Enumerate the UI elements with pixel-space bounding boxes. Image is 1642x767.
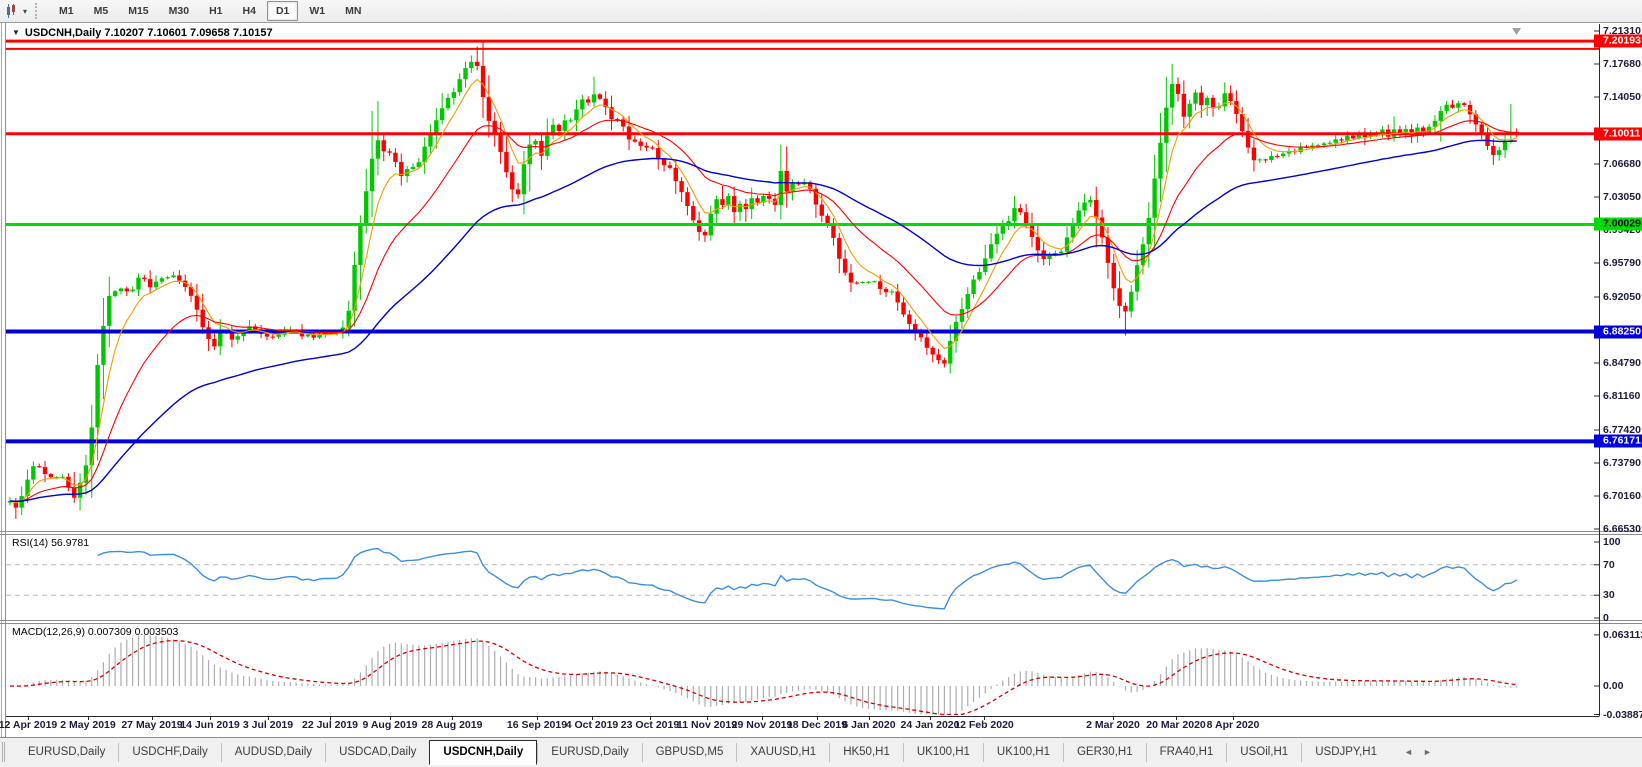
price-axis-tick: 6.66530: [1603, 523, 1641, 535]
time-axis-label: 12 Apr 2019: [0, 719, 58, 731]
chart-canvas[interactable]: [0, 0, 1642, 737]
time-axis-label: 4 Oct 2019: [565, 719, 619, 731]
chart-title-text: USDCNH,Daily 7.10207 7.10601 7.09658 7.1…: [24, 27, 273, 39]
timeframe-toolbar: ▾ M1 M5 M15 M30 H1 H4 D1 W1 MN: [0, 0, 1642, 23]
timeframe-button-h4[interactable]: H4: [242, 5, 256, 17]
tab-scroll-right-icon[interactable]: ►: [1422, 747, 1432, 757]
macd-signal-line: [9, 639, 1517, 715]
tab-scroll-left-icon[interactable]: ◄: [1404, 747, 1413, 757]
chart-tab-uk100-h1[interactable]: UK100,H1: [982, 743, 1063, 762]
time-axis-label: 16 Sep 2019: [506, 719, 568, 731]
time-axis-label: 29 Nov 2019: [731, 719, 793, 731]
chart-tab-fra40-h1[interactable]: FRA40,H1: [1145, 743, 1227, 762]
chart-tab-usdjpy-h1[interactable]: USDJPY,H1: [1301, 743, 1390, 762]
time-axis-label: 20 Mar 2020: [1146, 719, 1206, 731]
time-axis-label: 22 Jul 2019: [301, 719, 359, 731]
ma-line-6: [9, 78, 1517, 504]
price-axis-tick: 6.77420: [1603, 424, 1641, 436]
chart-title-caret-icon[interactable]: ▼: [12, 28, 20, 37]
timeframe-button-m5[interactable]: M5: [93, 5, 109, 17]
chart-tab-eurusd-daily[interactable]: EURUSD,Daily: [537, 743, 641, 762]
level-price-label: 7.20193: [1594, 34, 1642, 48]
macd-histogram: [9, 634, 1518, 715]
chart-tab-gbpusd-m5[interactable]: GBPUSD,M5: [641, 743, 737, 762]
timeframe-button-m30[interactable]: M30: [168, 5, 190, 17]
time-axis-label: 11 Nov 2019: [676, 719, 738, 731]
chart-tab-audusd-daily[interactable]: AUDUSD,Daily: [220, 743, 325, 762]
rsi-axis-tick: 70: [1603, 558, 1615, 571]
chart-shift-marker-icon[interactable]: [1512, 28, 1521, 35]
chart-tab-xauusd-h1[interactable]: XAUUSD,H1: [736, 743, 829, 762]
rsi-axis-tick: 100: [1603, 536, 1621, 548]
ma-line-50: [9, 139, 1517, 502]
horizontal-levels: [6, 39, 1599, 444]
macd-axis-tick: 0.00: [1603, 680, 1624, 692]
price-axis-tick: 7.14050: [1603, 91, 1641, 103]
timeframe-button-w1[interactable]: W1: [309, 5, 326, 17]
price-axis-tick: 6.81160: [1603, 390, 1641, 402]
price-axis-tick: 6.92050: [1603, 291, 1641, 303]
chart-tabs: EURUSD,Daily USDCHF,Daily AUDUSD,Daily USDC…: [15, 738, 1390, 765]
rsi-axis-tick: 30: [1603, 589, 1615, 602]
chart-title: ▼ USDCNH,Daily 7.10207 7.10601 7.09658 7.…: [12, 27, 273, 39]
level-price-label: 7.00029: [1594, 217, 1642, 231]
chevron-down-icon[interactable]: ▾: [23, 6, 28, 16]
chart-tab-usoil-h1[interactable]: USOil,H1: [1226, 743, 1301, 762]
timeframe-button-mn[interactable]: MN: [345, 5, 362, 17]
chart-tab-ger30-h1[interactable]: GER30,H1: [1062, 743, 1146, 762]
timeframe-button-d1[interactable]: D1: [266, 1, 299, 21]
time-axis-label: 6 Jan 2020: [842, 719, 896, 731]
chart-tab-uk100-h1[interactable]: UK100,H1: [902, 743, 983, 762]
time-axis-label: 3 Jul 2019: [242, 719, 294, 731]
price-axis-tick: 6.84790: [1603, 357, 1641, 369]
time-axis-label: 23 Oct 2019: [620, 719, 680, 731]
chart-tab-eurusd-daily[interactable]: EURUSD,Daily: [28, 746, 106, 758]
moving-average-lines: [9, 78, 1517, 504]
ma-line-18: [9, 119, 1517, 503]
toolbar-grip: [35, 3, 41, 19]
tabbar-grip: [2, 742, 13, 762]
time-axis-label: 8 Apr 2020: [1206, 719, 1260, 731]
time-axis-label: 28 Aug 2019: [421, 719, 483, 731]
macd-label: MACD(12,26,9) 0.007309 0.003503: [12, 626, 179, 638]
time-axis-label: 12 Feb 2020: [954, 719, 1014, 731]
macd-axis-tick: -0.038872: [1603, 708, 1642, 721]
price-axis-tick: 7.06680: [1603, 158, 1641, 170]
rsi-line: [97, 547, 1518, 610]
price-axis-tick: 6.95790: [1603, 257, 1641, 269]
timeframe-button-h1[interactable]: H1: [209, 5, 223, 17]
price-axis-tick: 7.03050: [1603, 191, 1641, 203]
chart-tab-bar: EURUSD,Daily USDCHF,Daily AUDUSD,Daily USDC…: [0, 737, 1642, 767]
timeframe-buttons: M1 M5 M15 M30 H1 H4 D1 W1 MN: [49, 1, 371, 21]
time-axis-label: 9 Aug 2019: [362, 719, 418, 731]
time-axis-label: 14 Jun 2019: [180, 719, 240, 731]
rsi-axis-tick: 0: [1603, 612, 1609, 624]
rsi-label: RSI(14) 56.9781: [12, 537, 90, 549]
chart-tab-usdchf-daily[interactable]: USDCHF,Daily: [118, 743, 220, 762]
chart-tab-usdcad-daily[interactable]: USDCAD,Daily: [325, 743, 429, 762]
chart-tab-usdcnh-daily[interactable]: USDCNH,Daily: [429, 740, 538, 765]
chart-tools-icon[interactable]: [4, 3, 22, 19]
level-price-label: 6.88250: [1594, 325, 1642, 339]
price-axis-tick: 6.70160: [1603, 490, 1641, 502]
chart-tab-hk50-h1[interactable]: HK50,H1: [829, 743, 903, 762]
time-axis-label: 24 Jan 2020: [900, 719, 960, 731]
timeframe-button-m1[interactable]: M1: [59, 5, 74, 17]
price-axis-tick: 7.17680: [1603, 58, 1641, 70]
tab-scroll-arrows: ◄ ►: [1404, 747, 1432, 757]
time-axis-label: 2 May 2019: [60, 719, 116, 731]
macd-axis-tick: 0.063113: [1603, 628, 1642, 641]
price-axis-tick: 6.73790: [1603, 457, 1641, 469]
time-axis-label: 18 Dec 2019: [786, 719, 848, 731]
timeframe-button-m15[interactable]: M15: [128, 5, 149, 17]
candlesticks: [7, 40, 1519, 519]
level-price-label: 6.76171: [1594, 434, 1642, 448]
time-axis-label: 2 Mar 2020: [1086, 719, 1140, 731]
price-axis-tick: 7.21310: [1603, 25, 1641, 37]
time-axis-label: 27 May 2019: [121, 719, 183, 731]
level-price-label: 7.10011: [1594, 127, 1642, 141]
